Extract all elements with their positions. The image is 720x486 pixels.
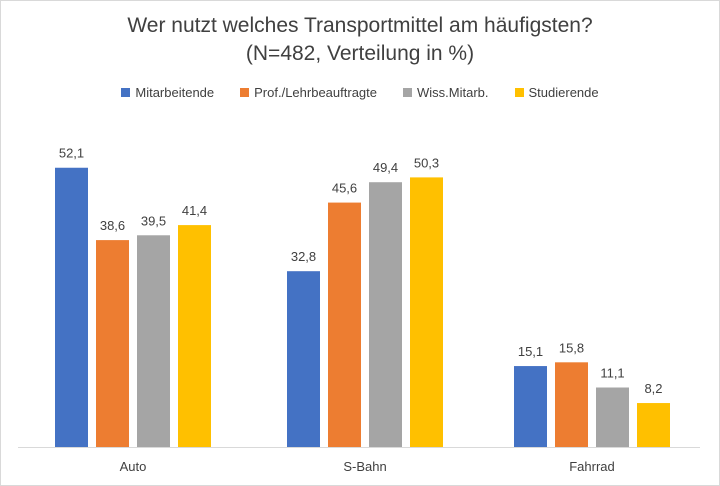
bar-fahrrad-0 — [514, 366, 547, 447]
bar-s-bahn-0 — [287, 271, 320, 447]
bar-fahrrad-1 — [555, 362, 588, 447]
legend-label: Wiss.Mitarb. — [417, 85, 489, 100]
data-label: 49,4 — [373, 160, 398, 175]
data-label: 38,6 — [100, 218, 125, 233]
legend-item-mitarbeitende: Mitarbeitende — [121, 85, 214, 100]
data-label: 50,3 — [414, 155, 439, 170]
bar-s-bahn-1 — [328, 202, 361, 447]
legend-item-wiss-mitarb: Wiss.Mitarb. — [403, 85, 489, 100]
legend-swatch — [240, 88, 250, 97]
data-label: 45,6 — [332, 181, 357, 196]
x-tick-label: Fahrrad — [569, 459, 615, 474]
legend-label: Studierende — [528, 85, 599, 100]
legend-swatch — [121, 88, 131, 97]
chart-title: Wer nutzt welches Transportmittel am häu… — [127, 14, 593, 37]
legend-item-prof-lehrbeauftragte: Prof./Lehrbeauftragte — [240, 85, 377, 100]
bar-auto-1 — [96, 240, 129, 447]
legend-label: Prof./Lehrbeauftragte — [254, 85, 377, 100]
data-label: 11,1 — [600, 366, 624, 381]
bar-fahrrad-2 — [596, 387, 629, 447]
data-label: 52,1 — [59, 146, 84, 161]
data-label: 32,8 — [291, 249, 316, 264]
data-label: 15,1 — [518, 344, 543, 359]
legend-swatch — [514, 88, 524, 97]
legend-item-studierende: Studierende — [514, 85, 599, 100]
data-label: 8,2 — [644, 381, 662, 396]
data-label: 39,5 — [141, 213, 166, 228]
data-label: 41,4 — [182, 203, 207, 218]
bar-s-bahn-2 — [369, 182, 402, 447]
legend-label: Mitarbeitende — [135, 85, 215, 100]
bar-fahrrad-3 — [637, 403, 670, 447]
x-tick-label: S-Bahn — [343, 459, 386, 474]
bar-auto-0 — [55, 167, 88, 447]
x-tick-label: Auto — [120, 459, 147, 474]
bar-s-bahn-3 — [410, 177, 443, 447]
chart-subtitle: (N=482, Verteilung in %) — [245, 42, 475, 65]
bar-auto-2 — [137, 235, 170, 447]
legend-swatch — [403, 88, 412, 97]
bar-auto-3 — [178, 225, 211, 447]
data-label: 15,8 — [559, 340, 584, 355]
legend: Mitarbeitende Prof./Lehrbeauftragte Wiss… — [0, 85, 720, 100]
